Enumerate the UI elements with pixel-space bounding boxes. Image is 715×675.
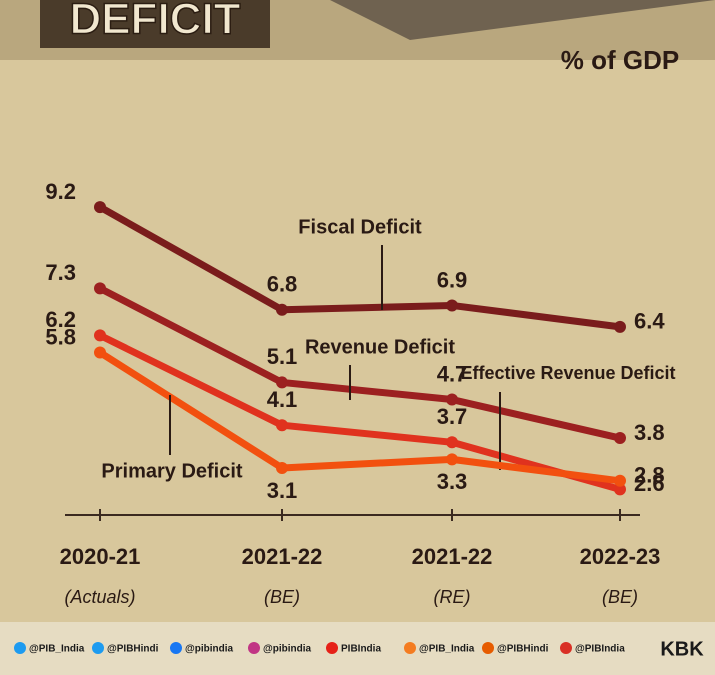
data-label: 4.1 <box>267 387 298 412</box>
point <box>446 453 458 466</box>
x-tick-note: (BE) <box>264 587 300 607</box>
social-handle: @PIBIndia <box>575 644 625 655</box>
series-label: Revenue Deficit <box>305 336 455 358</box>
footer-band <box>0 622 715 675</box>
series-label: Effective Revenue Deficit <box>460 363 675 383</box>
x-tick-note: (Actuals) <box>64 587 135 607</box>
social-icon <box>92 642 104 654</box>
point <box>614 320 626 333</box>
social-handle: @PIBHindi <box>497 644 549 655</box>
series-line <box>96 331 624 493</box>
series-line <box>96 284 624 442</box>
x-tick-note: (BE) <box>602 587 638 607</box>
social-icon <box>404 642 416 654</box>
data-label: 5.8 <box>45 324 76 349</box>
point <box>446 436 458 449</box>
point <box>614 432 626 445</box>
social-icon <box>482 642 494 654</box>
series-label: Primary Deficit <box>101 460 243 482</box>
point <box>94 201 106 214</box>
data-label: 6.9 <box>437 267 468 292</box>
data-label: 6.8 <box>267 272 298 297</box>
series-line <box>96 349 624 485</box>
data-label: 6.2 <box>45 307 76 332</box>
data-label: 2.6 <box>634 471 665 496</box>
x-tick-label: 2020-21 <box>60 544 141 569</box>
social-handle: @pibindia <box>185 644 234 655</box>
social-icon <box>248 642 260 654</box>
social-handle: PIBIndia <box>341 644 381 655</box>
social-handle: @PIB_India <box>29 644 85 655</box>
title-plate <box>40 0 270 48</box>
point <box>276 303 288 316</box>
series-line <box>96 203 624 331</box>
data-label: 3.7 <box>437 404 468 429</box>
credit: KBK <box>660 638 704 660</box>
point <box>614 474 626 487</box>
point <box>94 282 106 295</box>
point <box>276 376 288 389</box>
data-label: 2.8 <box>634 463 665 488</box>
data-label: 3.1 <box>267 478 298 503</box>
data-label: 4.7 <box>437 361 468 386</box>
point <box>94 329 106 342</box>
social-icon <box>326 642 338 654</box>
social-handle: @pibindia <box>263 644 312 655</box>
social-handle: @PIBHindi <box>107 644 159 655</box>
social-icon <box>560 642 572 654</box>
point <box>276 461 288 474</box>
x-tick-label: 2022-23 <box>580 544 661 569</box>
point <box>614 483 626 496</box>
social-icon <box>14 642 26 654</box>
x-tick-note: (RE) <box>434 587 471 607</box>
x-tick-label: 2021-22 <box>242 544 323 569</box>
header-photo <box>0 0 715 40</box>
point <box>94 346 106 359</box>
chart-subtitle: % of GDP <box>561 45 679 75</box>
data-label: 3.3 <box>437 469 468 494</box>
data-label: 5.1 <box>267 344 298 369</box>
data-label: 7.3 <box>45 260 76 285</box>
social-icon <box>170 642 182 654</box>
series-label: Fiscal Deficit <box>298 216 422 238</box>
point <box>446 393 458 406</box>
data-label: 6.4 <box>634 309 665 334</box>
x-tick-label: 2021-22 <box>412 544 493 569</box>
point <box>446 299 458 312</box>
point <box>276 419 288 432</box>
data-label: 9.2 <box>45 179 76 204</box>
social-handle: @PIB_India <box>419 644 475 655</box>
chart-title: DEFICIT <box>69 0 240 44</box>
data-label: 3.8 <box>634 420 665 445</box>
